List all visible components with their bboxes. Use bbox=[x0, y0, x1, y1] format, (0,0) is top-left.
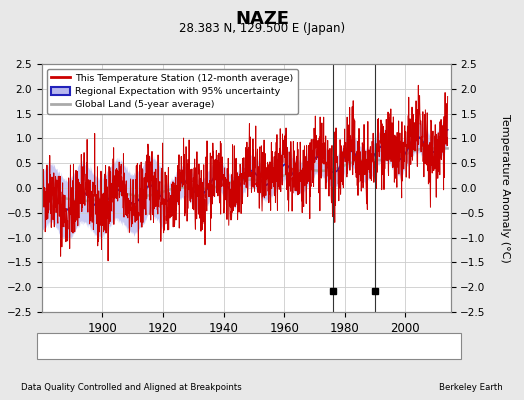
Text: ◆: ◆ bbox=[46, 341, 53, 351]
Text: NAZE: NAZE bbox=[235, 10, 289, 28]
Text: 28.383 N, 129.500 E (Japan): 28.383 N, 129.500 E (Japan) bbox=[179, 22, 345, 35]
Text: Time of Obs. Change: Time of Obs. Change bbox=[252, 342, 342, 350]
Y-axis label: Temperature Anomaly (°C): Temperature Anomaly (°C) bbox=[499, 114, 510, 262]
Text: Data Quality Controlled and Aligned at Breakpoints: Data Quality Controlled and Aligned at B… bbox=[21, 383, 242, 392]
Text: Empirical Break: Empirical Break bbox=[374, 342, 441, 350]
Text: ■: ■ bbox=[362, 341, 372, 351]
Text: ▲: ▲ bbox=[147, 341, 154, 351]
Text: ▼: ▼ bbox=[241, 341, 248, 351]
Legend: This Temperature Station (12-month average), Regional Expectation with 95% uncer: This Temperature Station (12-month avera… bbox=[47, 69, 298, 114]
Text: Berkeley Earth: Berkeley Earth bbox=[439, 383, 503, 392]
Text: Station Move: Station Move bbox=[56, 342, 113, 350]
Text: Record Gap: Record Gap bbox=[157, 342, 208, 350]
